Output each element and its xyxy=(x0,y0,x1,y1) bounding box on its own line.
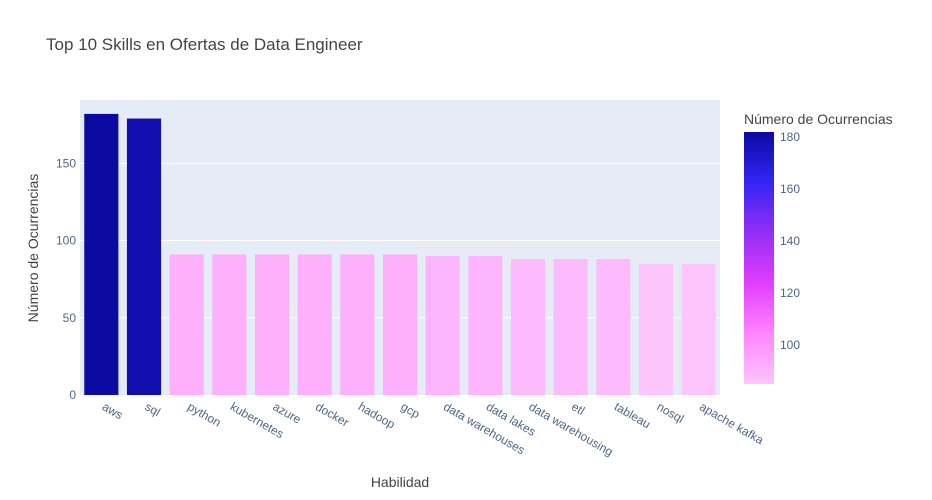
x-tick-label: apache kafka xyxy=(697,399,766,447)
y-tick-label: 100 xyxy=(56,234,76,248)
x-tick-label: nosql xyxy=(655,399,687,425)
bar xyxy=(382,254,418,395)
colorbar-tick-label: 160 xyxy=(780,182,800,196)
bar xyxy=(596,259,631,395)
x-tick-label: tableau xyxy=(612,399,653,431)
colorbar-tick-label: 180 xyxy=(780,130,800,144)
bar xyxy=(169,254,204,395)
bar xyxy=(468,255,503,395)
bar xyxy=(340,254,375,395)
y-axis-title: Número de Ocurrencias xyxy=(25,174,41,323)
colorbar-tick-label: 140 xyxy=(780,234,800,248)
x-tick-label: etl xyxy=(569,399,587,417)
colorbar-tick-labels: 100 120 140 160 180 xyxy=(780,130,800,352)
bar xyxy=(553,259,588,395)
colorbar-tick-label: 120 xyxy=(780,286,800,300)
bar xyxy=(510,259,546,395)
x-axis-title: Habilidad xyxy=(371,474,429,490)
chart-title: Top 10 Skills en Ofertas de Data Enginee… xyxy=(46,35,363,54)
bar xyxy=(254,254,290,395)
y-tick-label: 50 xyxy=(63,311,77,325)
y-tick-label: 150 xyxy=(56,156,76,170)
y-tick-labels: 0 50 100 150 xyxy=(56,156,76,402)
bar xyxy=(126,118,162,396)
colorbar-title: Número de Ocurrencias xyxy=(744,111,893,127)
x-tick-label: python xyxy=(185,399,223,429)
bar xyxy=(297,254,332,395)
bar xyxy=(212,254,247,395)
colorbar xyxy=(744,132,774,384)
bar xyxy=(681,263,716,395)
bar xyxy=(84,113,119,396)
x-tick-label: sql xyxy=(143,399,163,419)
x-tick-label: gcp xyxy=(399,399,423,421)
bar xyxy=(425,255,460,395)
bar xyxy=(638,263,674,395)
y-tick-label: 0 xyxy=(69,388,76,402)
colorbar-tick-label: 100 xyxy=(780,338,800,352)
x-tick-label: aws xyxy=(100,399,125,422)
x-tick-label: docker xyxy=(313,399,351,429)
x-tick-label: hadoop xyxy=(356,399,398,431)
bars xyxy=(84,113,716,396)
